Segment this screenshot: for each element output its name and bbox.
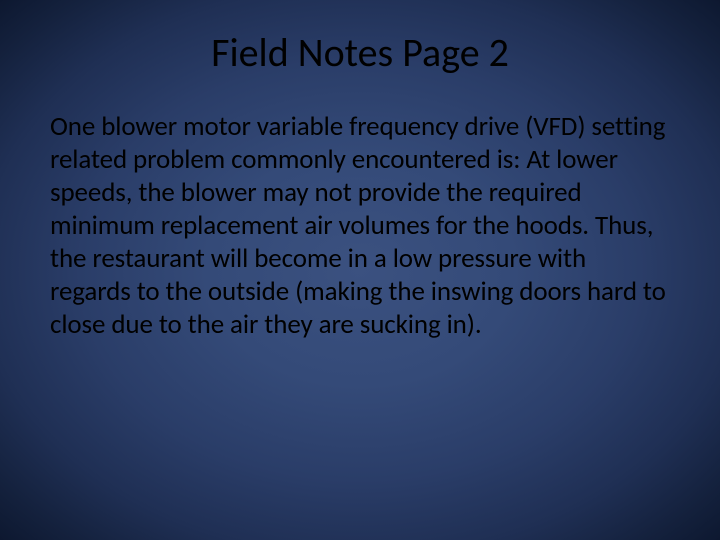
slide-title: Field Notes Page 2 [138,28,582,77]
slide: Field Notes Page 2 One blower motor vari… [0,0,720,540]
slide-body-text: One blower motor variable frequency driv… [48,111,672,342]
